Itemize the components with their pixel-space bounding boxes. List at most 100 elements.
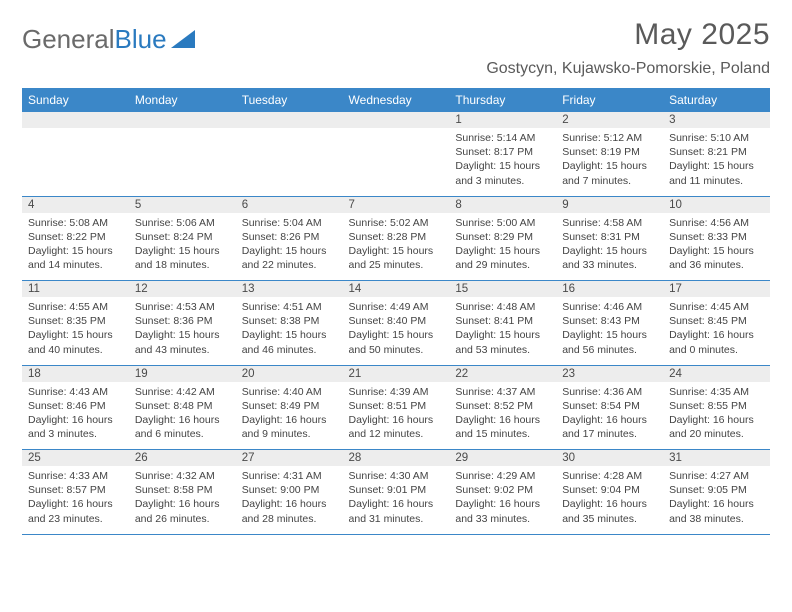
sunrise-text: Sunrise: 4:49 AM <box>349 300 444 314</box>
sunrise-text: Sunrise: 4:46 AM <box>562 300 657 314</box>
sunrise-text: Sunrise: 4:39 AM <box>349 385 444 399</box>
day-info-cell: Sunrise: 4:48 AMSunset: 8:41 PMDaylight:… <box>449 297 556 365</box>
sunset-text: Sunset: 8:17 PM <box>455 145 550 159</box>
sunrise-text: Sunrise: 4:55 AM <box>28 300 123 314</box>
day-info-cell: Sunrise: 4:51 AMSunset: 8:38 PMDaylight:… <box>236 297 343 365</box>
day-number-cell: 17 <box>663 281 770 298</box>
day-number-cell: 20 <box>236 365 343 382</box>
daylight-text: Daylight: 15 hours and 29 minutes. <box>455 244 550 272</box>
sunrise-text: Sunrise: 5:06 AM <box>135 216 230 230</box>
day-info-cell: Sunrise: 4:30 AMSunset: 9:01 PMDaylight:… <box>343 466 450 534</box>
weekday-header: Tuesday <box>236 88 343 112</box>
sunrise-text: Sunrise: 4:37 AM <box>455 385 550 399</box>
day-info-cell: Sunrise: 5:02 AMSunset: 8:28 PMDaylight:… <box>343 213 450 281</box>
day-number-cell <box>22 112 129 128</box>
day-number-cell: 16 <box>556 281 663 298</box>
day-info-cell <box>343 128 450 196</box>
sunset-text: Sunset: 9:02 PM <box>455 483 550 497</box>
day-number-cell <box>236 112 343 128</box>
daynum-row: 123 <box>22 112 770 128</box>
daylight-text: Daylight: 16 hours and 20 minutes. <box>669 413 764 441</box>
sunrise-text: Sunrise: 5:14 AM <box>455 131 550 145</box>
day-info-cell <box>129 128 236 196</box>
info-row: Sunrise: 4:33 AMSunset: 8:57 PMDaylight:… <box>22 466 770 534</box>
day-info-cell <box>22 128 129 196</box>
weekday-header: Thursday <box>449 88 556 112</box>
day-number-cell: 10 <box>663 196 770 213</box>
daylight-text: Daylight: 15 hours and 46 minutes. <box>242 328 337 356</box>
day-number-cell: 22 <box>449 365 556 382</box>
sunset-text: Sunset: 8:52 PM <box>455 399 550 413</box>
sunset-text: Sunset: 8:21 PM <box>669 145 764 159</box>
sunrise-text: Sunrise: 4:33 AM <box>28 469 123 483</box>
day-info-cell: Sunrise: 4:32 AMSunset: 8:58 PMDaylight:… <box>129 466 236 534</box>
day-number-cell <box>129 112 236 128</box>
day-number-cell: 15 <box>449 281 556 298</box>
sunrise-text: Sunrise: 4:53 AM <box>135 300 230 314</box>
sunset-text: Sunset: 8:40 PM <box>349 314 444 328</box>
day-number-cell: 13 <box>236 281 343 298</box>
sunset-text: Sunset: 8:54 PM <box>562 399 657 413</box>
month-title: May 2025 <box>486 18 770 52</box>
sunset-text: Sunset: 8:48 PM <box>135 399 230 413</box>
sunrise-text: Sunrise: 4:40 AM <box>242 385 337 399</box>
sunrise-text: Sunrise: 4:56 AM <box>669 216 764 230</box>
day-number-cell: 30 <box>556 450 663 467</box>
sunrise-text: Sunrise: 4:48 AM <box>455 300 550 314</box>
day-number-cell: 23 <box>556 365 663 382</box>
calendar-page: GeneralBlue May 2025 Gostycyn, Kujawsko-… <box>0 0 792 545</box>
sunrise-text: Sunrise: 5:00 AM <box>455 216 550 230</box>
sunset-text: Sunset: 8:31 PM <box>562 230 657 244</box>
day-info-cell: Sunrise: 5:04 AMSunset: 8:26 PMDaylight:… <box>236 213 343 281</box>
sunrise-text: Sunrise: 5:04 AM <box>242 216 337 230</box>
day-info-cell: Sunrise: 4:40 AMSunset: 8:49 PMDaylight:… <box>236 382 343 450</box>
sunset-text: Sunset: 9:04 PM <box>562 483 657 497</box>
daynum-row: 45678910 <box>22 196 770 213</box>
sunrise-text: Sunrise: 5:08 AM <box>28 216 123 230</box>
day-info-cell: Sunrise: 4:58 AMSunset: 8:31 PMDaylight:… <box>556 213 663 281</box>
daylight-text: Daylight: 15 hours and 3 minutes. <box>455 159 550 187</box>
sunrise-text: Sunrise: 4:28 AM <box>562 469 657 483</box>
sunset-text: Sunset: 9:05 PM <box>669 483 764 497</box>
day-number-cell: 8 <box>449 196 556 213</box>
sunset-text: Sunset: 8:46 PM <box>28 399 123 413</box>
daylight-text: Daylight: 16 hours and 38 minutes. <box>669 497 764 525</box>
location-label: Gostycyn, Kujawsko-Pomorskie, Poland <box>486 60 770 78</box>
daylight-text: Daylight: 16 hours and 33 minutes. <box>455 497 550 525</box>
day-number-cell: 1 <box>449 112 556 128</box>
day-number-cell: 25 <box>22 450 129 467</box>
daylight-text: Daylight: 16 hours and 9 minutes. <box>242 413 337 441</box>
weekday-header: Friday <box>556 88 663 112</box>
day-number-cell: 28 <box>343 450 450 467</box>
sunrise-text: Sunrise: 4:31 AM <box>242 469 337 483</box>
daynum-row: 11121314151617 <box>22 281 770 298</box>
day-number-cell: 3 <box>663 112 770 128</box>
day-info-cell: Sunrise: 4:45 AMSunset: 8:45 PMDaylight:… <box>663 297 770 365</box>
logo-triangle-icon <box>171 30 195 48</box>
day-info-cell: Sunrise: 4:39 AMSunset: 8:51 PMDaylight:… <box>343 382 450 450</box>
daylight-text: Daylight: 15 hours and 56 minutes. <box>562 328 657 356</box>
daylight-text: Daylight: 16 hours and 6 minutes. <box>135 413 230 441</box>
daylight-text: Daylight: 16 hours and 15 minutes. <box>455 413 550 441</box>
day-info-cell: Sunrise: 5:08 AMSunset: 8:22 PMDaylight:… <box>22 213 129 281</box>
day-number-cell: 9 <box>556 196 663 213</box>
day-info-cell <box>236 128 343 196</box>
day-info-cell: Sunrise: 4:43 AMSunset: 8:46 PMDaylight:… <box>22 382 129 450</box>
weekday-header: Sunday <box>22 88 129 112</box>
sunrise-text: Sunrise: 4:43 AM <box>28 385 123 399</box>
day-number-cell: 19 <box>129 365 236 382</box>
day-info-cell: Sunrise: 4:33 AMSunset: 8:57 PMDaylight:… <box>22 466 129 534</box>
sunrise-text: Sunrise: 4:30 AM <box>349 469 444 483</box>
logo-text-blue: Blue <box>115 24 167 55</box>
day-info-cell: Sunrise: 4:27 AMSunset: 9:05 PMDaylight:… <box>663 466 770 534</box>
day-info-cell: Sunrise: 4:31 AMSunset: 9:00 PMDaylight:… <box>236 466 343 534</box>
daylight-text: Daylight: 15 hours and 18 minutes. <box>135 244 230 272</box>
day-number-cell: 18 <box>22 365 129 382</box>
daylight-text: Daylight: 16 hours and 26 minutes. <box>135 497 230 525</box>
day-info-cell: Sunrise: 4:29 AMSunset: 9:02 PMDaylight:… <box>449 466 556 534</box>
daylight-text: Daylight: 15 hours and 7 minutes. <box>562 159 657 187</box>
sunset-text: Sunset: 8:35 PM <box>28 314 123 328</box>
day-info-cell: Sunrise: 4:53 AMSunset: 8:36 PMDaylight:… <box>129 297 236 365</box>
day-info-cell: Sunrise: 5:14 AMSunset: 8:17 PMDaylight:… <box>449 128 556 196</box>
day-info-cell: Sunrise: 4:56 AMSunset: 8:33 PMDaylight:… <box>663 213 770 281</box>
